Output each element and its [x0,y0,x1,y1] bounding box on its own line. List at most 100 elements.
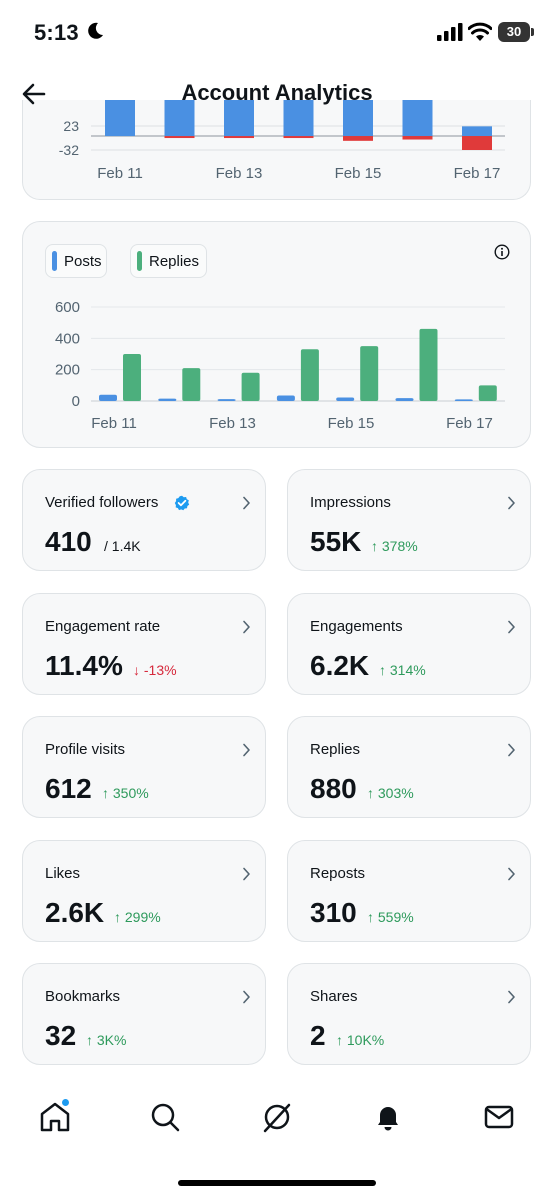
metric-delta: ↑ 299% [114,909,161,925]
metric-value: 612 [45,773,92,804]
battery-icon: 30 [498,22,530,42]
posts-bar [343,100,373,137]
metric-value: 11.4% [45,650,123,681]
negative-bar [164,136,195,139]
posts-bar [276,395,295,401]
replies-bar [300,349,319,401]
replies-bar [241,372,260,401]
metric-card-reposts[interactable]: Reposts 310 ↑ 559% [287,840,531,942]
posts-replies-chart: Posts Replies 0 200 400 600 Feb 11 Feb 13 Feb… [22,221,531,448]
messages-icon[interactable] [482,1100,516,1134]
metric-value: 2.6K [45,897,105,928]
metric-label: Verified followers [45,494,159,511]
metric-delta: ↑ 3K% [86,1032,127,1048]
posts-replies-diff-chart: 23 -32 Feb 11 Feb 13 Feb 15 Feb 17 [22,100,531,200]
replies-bar [182,368,201,401]
chevron-right-icon[interactable] [241,743,251,757]
y-tick-label: 0 [72,393,80,410]
metric-delta: ↑ 10K% [336,1032,385,1048]
chevron-right-icon[interactable] [506,743,516,757]
search-icon[interactable] [148,1100,182,1134]
metric-delta: ↑ 314% [379,662,426,678]
back-arrow-icon[interactable] [20,80,48,108]
metric-value: 310 [310,897,357,928]
metric-label: Impressions [310,494,391,511]
moon-icon [88,22,103,39]
replies-bar [123,354,141,401]
posts-bar [105,100,135,137]
metric-card-engagement-rate[interactable]: Engagement rate 11.4% ↓ -13% [22,593,266,695]
metric-value: 55K [310,526,362,557]
posts-bar [217,399,236,401]
wifi-icon [468,22,492,41]
metric-label: Engagement rate [45,618,161,635]
metric-card-likes[interactable]: Likes 2.6K ↑ 299% [22,840,266,942]
metric-value: 410 [45,526,92,557]
negative-bar [283,136,314,139]
legend-posts[interactable]: Posts [45,244,107,278]
metric-value: 32 [45,1020,77,1051]
metric-delta: ↓ -13% [133,662,177,678]
status-time: 5:13 [34,20,79,45]
notifications-icon[interactable] [371,1100,405,1134]
metric-card-replies[interactable]: Replies 880 ↑ 303% [287,716,531,818]
metric-card-engagements[interactable]: Engagements 6.2K ↑ 314% [287,593,531,695]
x-tick-feb-15: Feb 15 [335,165,382,182]
replies-bar [419,328,438,401]
metric-delta: ↑ 559% [367,909,414,925]
replies-bar [478,385,497,401]
legend-posts-label: Posts [64,253,102,270]
metric-total: / 1.4K [104,538,141,554]
negative-bar [462,136,492,150]
metric-card-profile-visits[interactable]: Profile visits 612 ↑ 350% [22,716,266,818]
metric-value: 2 [310,1020,326,1051]
verified-badge-icon [174,495,190,511]
x-tick-label: Feb 15 [328,415,375,432]
posts-bar [224,100,254,137]
chevron-right-icon[interactable] [506,496,516,510]
home-icon[interactable] [38,1100,72,1134]
posts-bar [462,126,492,137]
metric-value: 6.2K [310,650,370,681]
chevron-right-icon[interactable] [241,867,251,881]
x-tick-label: Feb 11 [91,415,137,432]
y-tick-23: 23 [63,118,79,134]
chevron-right-icon[interactable] [241,990,251,1004]
posts-bar [164,100,195,137]
posts-color-swatch [52,251,57,271]
metric-label: Reposts [310,865,366,882]
metric-label: Bookmarks [45,988,121,1005]
y-tick-label: 400 [55,330,80,347]
x-tick-label: Feb 13 [209,415,256,432]
page-title: Account Analytics [181,80,373,105]
signal-icon [437,23,463,41]
metric-label: Engagements [310,618,403,635]
metric-card-shares[interactable]: Shares 2 ↑ 10K% [287,963,531,1065]
chevron-right-icon[interactable] [506,990,516,1004]
metric-card-verified-followers[interactable]: Verified followers 410 / 1.4K [22,469,266,571]
metric-label: Profile visits [45,741,126,758]
x-tick-feb-11: Feb 11 [97,165,143,182]
metric-label: Shares [310,988,358,1005]
legend-replies-label: Replies [149,253,200,270]
chevron-right-icon[interactable] [506,867,516,881]
grok-icon[interactable] [260,1100,294,1134]
legend-replies[interactable]: Replies [130,244,207,278]
diff-chart-svg: 23 -32 Feb 11 Feb 13 Feb 15 Feb 17 [59,100,505,182]
posts-replies-chart-svg: 0 200 400 600 Feb 11 Feb 13 Feb 15 Feb 17 [55,299,505,432]
chevron-right-icon[interactable] [506,620,516,634]
info-icon[interactable] [494,244,510,260]
chevron-right-icon[interactable] [241,496,251,510]
metric-card-impressions[interactable]: Impressions 55K ↑ 378% [287,469,531,571]
negative-bar [402,136,433,140]
status-bar: 5:13 30 [0,0,554,66]
metric-delta: ↑ 350% [102,785,149,801]
battery-tip [531,28,534,36]
metric-card-bookmarks[interactable]: Bookmarks 32 ↑ 3K% [22,963,266,1065]
metric-label: Likes [45,865,81,882]
posts-bar [99,394,117,401]
y-tick-label: 600 [55,299,80,316]
metric-label: Replies [310,741,361,758]
chevron-right-icon[interactable] [241,620,251,634]
home-indicator[interactable] [178,1180,376,1186]
